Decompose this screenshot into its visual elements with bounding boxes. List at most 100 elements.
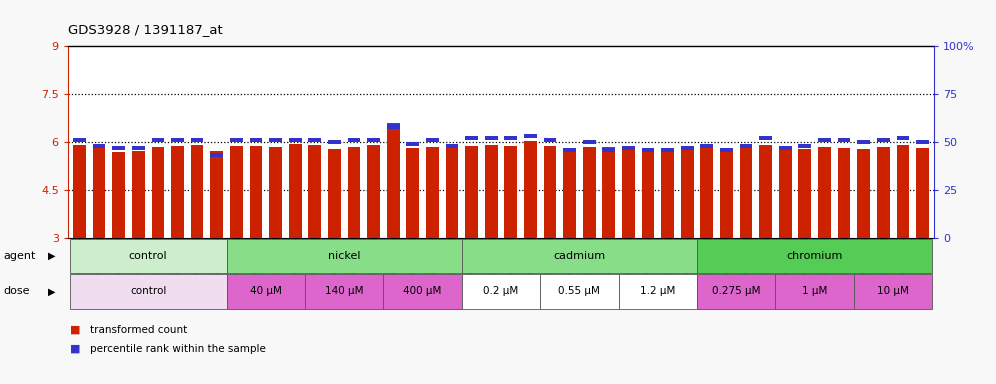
Bar: [462, 274, 540, 309]
Bar: [230, 138, 243, 142]
Bar: [171, 138, 184, 142]
Bar: [305, 274, 383, 309]
Bar: [563, 148, 576, 238]
Bar: [697, 239, 932, 273]
Bar: [896, 145, 909, 238]
Bar: [720, 147, 733, 152]
Text: 1 μM: 1 μM: [802, 286, 828, 296]
Bar: [210, 151, 223, 238]
Bar: [226, 239, 462, 273]
Bar: [462, 239, 697, 273]
Text: nickel: nickel: [328, 251, 361, 261]
Bar: [776, 274, 854, 309]
Bar: [681, 146, 693, 150]
Bar: [151, 147, 164, 238]
Bar: [583, 147, 596, 238]
Bar: [348, 138, 361, 142]
Bar: [622, 146, 634, 150]
Bar: [858, 140, 871, 144]
Bar: [445, 144, 458, 148]
Bar: [113, 146, 125, 150]
Bar: [426, 147, 439, 238]
Bar: [818, 138, 831, 142]
Bar: [661, 147, 674, 152]
Text: control: control: [129, 286, 166, 296]
Text: ▶: ▶: [48, 251, 56, 261]
Text: 40 μM: 40 μM: [250, 286, 282, 296]
Bar: [113, 152, 125, 238]
Bar: [93, 147, 106, 238]
Bar: [250, 146, 262, 238]
Bar: [697, 274, 776, 309]
Bar: [838, 138, 851, 142]
Bar: [540, 274, 619, 309]
Bar: [465, 136, 478, 140]
Bar: [896, 136, 909, 140]
Text: 0.55 μM: 0.55 μM: [559, 286, 601, 296]
Bar: [818, 147, 831, 238]
Bar: [70, 239, 226, 273]
Bar: [210, 153, 223, 157]
Bar: [328, 140, 341, 144]
Bar: [131, 151, 144, 238]
Bar: [426, 138, 439, 142]
Text: agent: agent: [3, 251, 36, 261]
Text: 400 μM: 400 μM: [403, 286, 442, 296]
Text: 0.2 μM: 0.2 μM: [483, 286, 519, 296]
Bar: [740, 149, 752, 238]
Bar: [226, 274, 305, 309]
Bar: [563, 147, 576, 152]
Bar: [465, 146, 478, 238]
Bar: [131, 146, 144, 150]
Bar: [73, 138, 86, 142]
Bar: [759, 136, 772, 140]
Bar: [368, 145, 379, 238]
Text: control: control: [128, 251, 167, 261]
Bar: [171, 146, 184, 238]
Bar: [603, 147, 616, 238]
Bar: [485, 145, 498, 238]
Bar: [583, 140, 596, 144]
Bar: [544, 138, 557, 142]
Bar: [289, 144, 302, 238]
Bar: [191, 138, 203, 142]
Bar: [700, 144, 713, 148]
Text: percentile rank within the sample: percentile rank within the sample: [90, 344, 266, 354]
Bar: [681, 149, 693, 238]
Text: dose: dose: [3, 286, 30, 296]
Text: ■: ■: [70, 344, 81, 354]
Bar: [504, 146, 517, 238]
Bar: [348, 147, 361, 238]
Bar: [720, 151, 733, 238]
Bar: [641, 151, 654, 238]
Text: 1.2 μM: 1.2 μM: [640, 286, 675, 296]
Bar: [386, 124, 399, 129]
Bar: [93, 144, 106, 148]
Text: cadmium: cadmium: [554, 251, 606, 261]
Bar: [854, 274, 932, 309]
Bar: [383, 274, 462, 309]
Text: 10 μM: 10 μM: [877, 286, 909, 296]
Bar: [151, 138, 164, 142]
Bar: [230, 146, 243, 238]
Bar: [406, 142, 419, 146]
Text: ▶: ▶: [48, 286, 56, 296]
Bar: [759, 145, 772, 238]
Text: 0.275 μM: 0.275 μM: [712, 286, 761, 296]
Bar: [269, 138, 282, 142]
Bar: [269, 147, 282, 238]
Bar: [524, 134, 537, 138]
Bar: [876, 138, 889, 142]
Bar: [485, 136, 498, 140]
Bar: [876, 147, 889, 238]
Bar: [328, 149, 341, 238]
Bar: [289, 138, 302, 142]
Text: 140 μM: 140 μM: [325, 286, 364, 296]
Bar: [309, 138, 321, 142]
Text: GDS3928 / 1391187_at: GDS3928 / 1391187_at: [68, 23, 222, 36]
Bar: [740, 144, 752, 148]
Bar: [406, 149, 419, 238]
Bar: [619, 274, 697, 309]
Bar: [838, 148, 851, 238]
Bar: [641, 147, 654, 152]
